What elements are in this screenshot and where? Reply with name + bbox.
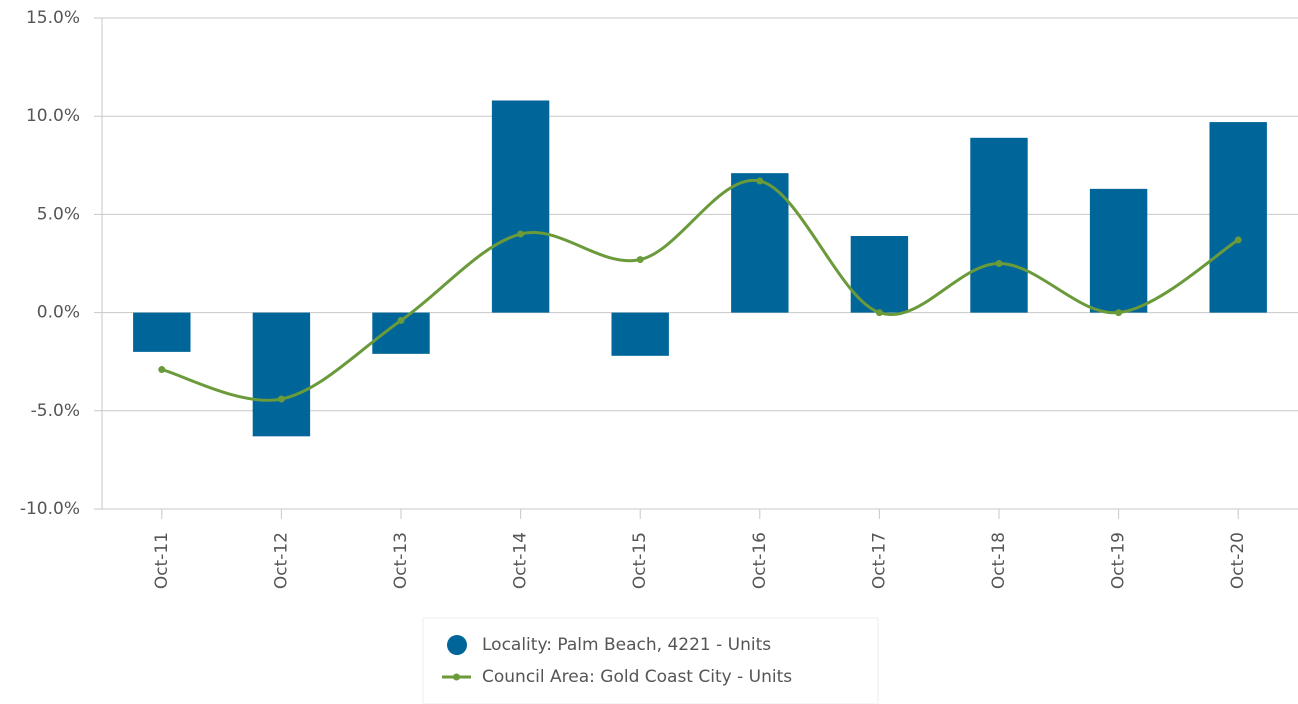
- bar: [491, 100, 550, 313]
- line-point: [1115, 309, 1123, 317]
- x-tick-label: Oct-13: [391, 532, 411, 589]
- x-tick-label: Oct-12: [271, 532, 291, 589]
- x-tick-label: Oct-15: [630, 532, 650, 589]
- line-point: [517, 230, 525, 238]
- x-tick-label: Oct-17: [869, 532, 889, 589]
- legend-label: Locality: Palm Beach, 4221 - Units: [482, 635, 771, 655]
- bar: [970, 137, 1028, 313]
- x-tick-label: Oct-11: [152, 532, 172, 589]
- line-point: [756, 177, 764, 185]
- bar: [133, 312, 191, 352]
- line-point: [875, 309, 883, 317]
- line-point: [1234, 236, 1242, 244]
- line-point: [277, 395, 285, 403]
- bar: [1089, 188, 1148, 313]
- bar: [731, 173, 789, 313]
- legend-box: [422, 617, 879, 704]
- bar: [1209, 122, 1267, 313]
- legend-marker: [447, 635, 467, 655]
- x-tick-label: Oct-16: [750, 532, 770, 589]
- legend-label: Council Area: Gold Coast City - Units: [482, 667, 792, 687]
- y-tick-label: 0.0%: [37, 303, 80, 323]
- y-tick-label: 15.0%: [26, 8, 80, 28]
- line-point: [397, 316, 405, 324]
- legend-marker: [453, 673, 460, 681]
- x-tick-label: Oct-14: [511, 532, 531, 589]
- y-tick-label: -5.0%: [31, 401, 80, 421]
- line-point: [636, 256, 644, 264]
- bar: [850, 236, 909, 313]
- line-point: [158, 366, 166, 374]
- line-point: [995, 260, 1003, 267]
- bar: [252, 312, 311, 437]
- y-tick-label: 10.0%: [26, 106, 80, 126]
- x-tick-label: Oct-19: [1109, 532, 1129, 589]
- bar: [611, 312, 669, 356]
- x-tick-label: Oct-18: [989, 532, 1009, 589]
- y-tick-label: 5.0%: [37, 204, 80, 224]
- line: [161, 178, 1239, 402]
- x-tick-label: Oct-20: [1228, 532, 1248, 589]
- y-tick-label: -10.0%: [20, 499, 80, 519]
